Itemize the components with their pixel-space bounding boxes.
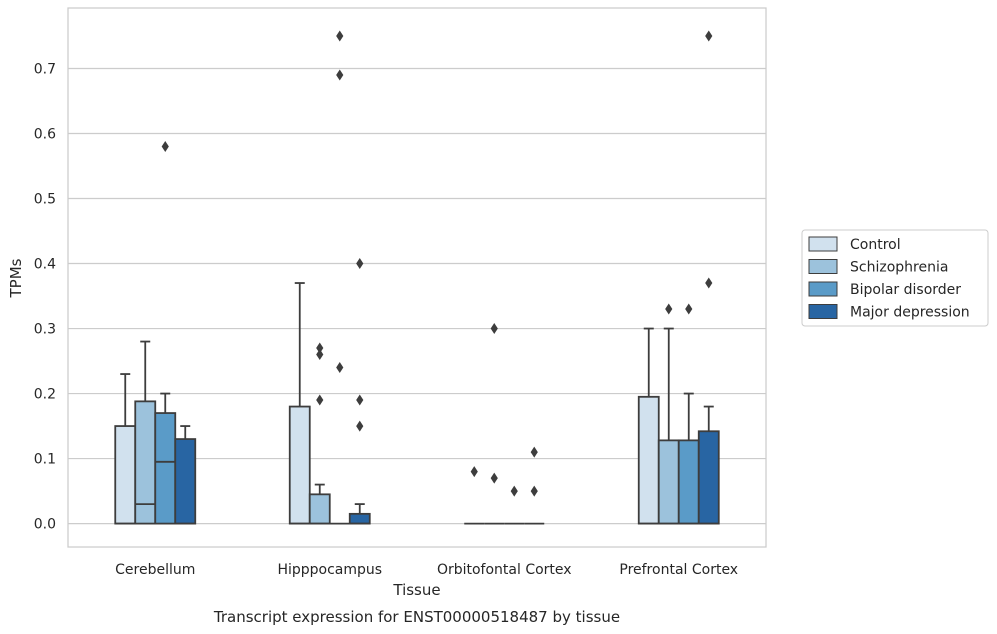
box-body	[677, 439, 700, 525]
box-body	[657, 439, 680, 525]
y-tick-label: 0.6	[34, 126, 56, 142]
box-control	[464, 466, 485, 525]
outlier-point	[705, 30, 713, 42]
y-tick-label: 0.2	[34, 387, 56, 403]
outlier-point	[530, 446, 538, 458]
box-major-depression	[348, 258, 371, 525]
x-axis-label: Tissue	[392, 581, 440, 599]
box-body	[154, 412, 177, 525]
box-body	[288, 405, 311, 525]
x-tick-label: Hipppocampus	[277, 562, 382, 578]
box-schizophrenia	[484, 323, 505, 525]
boxes	[114, 30, 720, 525]
x-tick-label: Orbitofontal Cortex	[437, 562, 572, 578]
y-tick-label: 0.0	[34, 517, 56, 533]
box-schizophrenia	[134, 340, 157, 525]
legend-label: Control	[850, 237, 901, 253]
box-body	[697, 430, 720, 525]
outlier-point	[356, 420, 364, 432]
box-schizophrenia	[657, 303, 680, 525]
box-schizophrenia	[308, 342, 331, 525]
box-bipolar-disorder	[329, 30, 350, 525]
box-body	[308, 493, 331, 525]
x-tick-label: Prefrontal Cortex	[619, 562, 738, 578]
box-body	[348, 512, 371, 525]
legend-frame	[801, 229, 989, 327]
outlier-point	[316, 394, 324, 406]
y-tick-label: 0.5	[34, 192, 56, 208]
y-tick-label: 0.1	[34, 452, 56, 468]
y-axis-label: TPMs	[7, 258, 25, 298]
legend: Control Schizophrenia Bipolar disorder Majo…	[801, 229, 989, 327]
box-control	[637, 327, 660, 525]
outlier-point	[316, 342, 324, 354]
outlier-point	[356, 394, 364, 406]
legend-label: Bipolar disorder	[850, 282, 961, 298]
outlier-point	[336, 30, 344, 42]
outlier-point	[470, 466, 478, 478]
box-body	[174, 438, 197, 525]
legend-label: Schizophrenia	[850, 260, 948, 276]
y-tick-labels: 0.0 0.1 0.2 0.3 0.4 0.5 0.6 0.7	[34, 61, 56, 532]
box-bipolar-disorder	[504, 485, 525, 525]
box-major-depression	[524, 446, 545, 525]
box-body	[134, 400, 157, 525]
outlier-point	[161, 140, 169, 152]
y-tick-label: 0.7	[34, 61, 56, 77]
box-major-depression	[174, 425, 197, 525]
outlier-point	[510, 485, 518, 497]
y-tick-label: 0.3	[34, 322, 56, 338]
outlier-point	[665, 303, 673, 315]
legend-label: Major depression	[850, 305, 970, 321]
outlier-point	[336, 362, 344, 374]
outlier-point	[490, 472, 498, 484]
box-control	[288, 282, 311, 525]
x-tick-labels: Cerebellum Hipppocampus Orbitofontal Corte…	[115, 562, 738, 578]
legend-swatch	[808, 281, 838, 297]
box-body	[637, 395, 660, 525]
outlier-point	[316, 349, 324, 361]
outlier-point	[530, 485, 538, 497]
box-bipolar-disorder	[677, 303, 700, 525]
legend-swatch	[808, 304, 838, 319]
legend-swatch	[808, 259, 838, 274]
x-tick-label: Cerebellum	[115, 562, 195, 578]
outlier-point	[490, 323, 498, 335]
outlier-point	[685, 303, 693, 315]
y-tick-label: 0.4	[34, 257, 56, 273]
outlier-point	[356, 258, 364, 270]
box-major-depression	[697, 30, 720, 525]
chart-caption: Transcript expression for ENST0000051848…	[213, 608, 620, 626]
box-bipolar-disorder	[154, 140, 177, 525]
outlier-point	[705, 277, 713, 289]
box-control	[114, 373, 137, 525]
plot-frame	[67, 7, 767, 548]
legend-swatch	[808, 236, 838, 252]
box-body	[114, 425, 137, 525]
outlier-point	[336, 69, 344, 81]
